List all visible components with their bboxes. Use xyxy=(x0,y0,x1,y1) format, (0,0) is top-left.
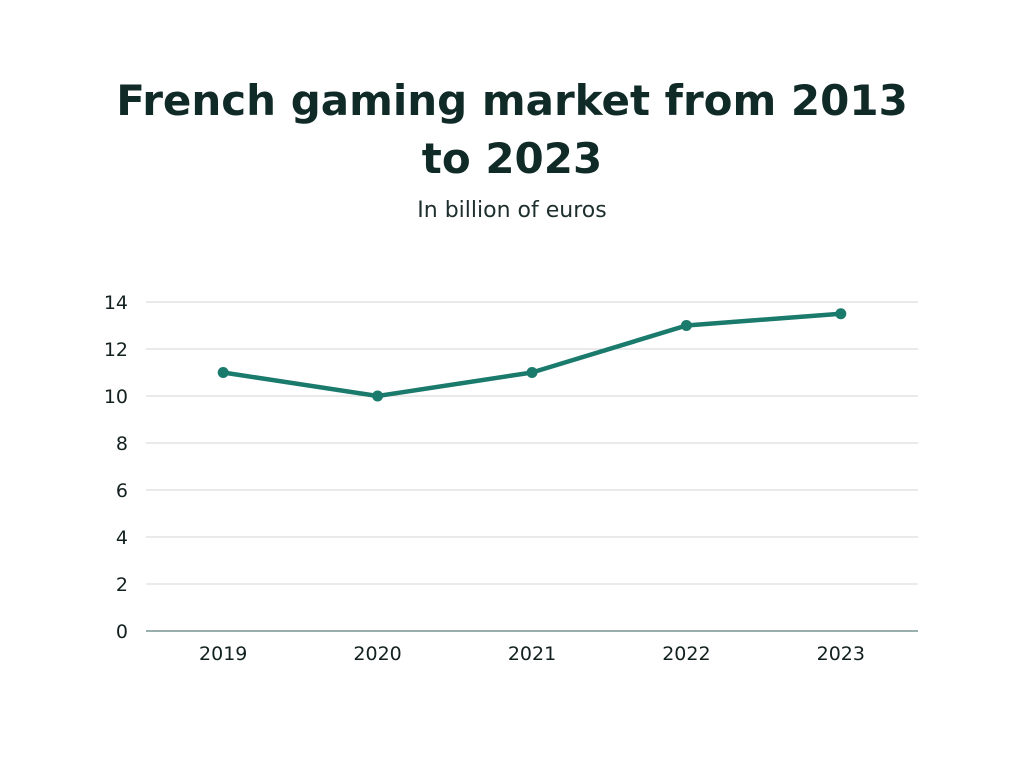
y-tick-label: 6 xyxy=(116,480,128,502)
y-tick-label: 14 xyxy=(104,292,128,314)
y-tick-label: 12 xyxy=(104,339,128,361)
x-tick-label: 2019 xyxy=(199,643,247,665)
data-point xyxy=(526,367,538,378)
x-tick-label: 2020 xyxy=(353,643,401,665)
y-tick-label: 4 xyxy=(116,527,128,549)
y-axis-ticks: 0 2 4 6 8 10 12 14 xyxy=(104,292,128,643)
series-line-group xyxy=(220,311,844,399)
data-points xyxy=(217,308,847,402)
y-tick-label: 8 xyxy=(116,433,128,455)
y-tick-label: 0 xyxy=(116,621,128,643)
x-axis-ticks: 2019 2020 2021 2022 2023 xyxy=(199,643,865,665)
series-line xyxy=(220,311,844,399)
data-point xyxy=(372,390,384,402)
chart-title: French gaming market from 2013 to 2023 xyxy=(116,76,908,183)
chart-subtitle: In billion of euros xyxy=(417,198,607,223)
data-point xyxy=(835,308,847,320)
data-point xyxy=(680,320,692,331)
y-tick-label: 2 xyxy=(116,574,128,596)
x-tick-label: 2022 xyxy=(662,643,710,665)
grid-lines xyxy=(146,301,918,632)
x-tick-label: 2021 xyxy=(508,643,556,665)
data-point xyxy=(217,367,229,378)
y-tick-label: 10 xyxy=(104,386,128,408)
x-tick-label: 2023 xyxy=(817,643,865,665)
